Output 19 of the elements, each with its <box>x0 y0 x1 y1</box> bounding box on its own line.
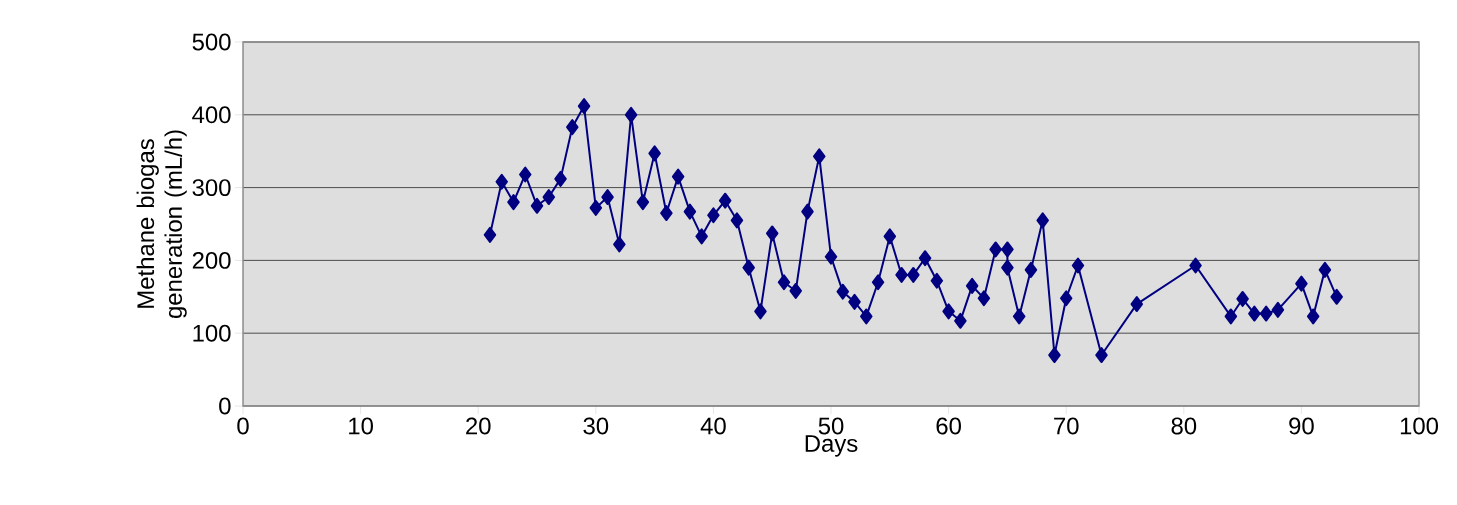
x-axis-title: Days <box>805 435 858 457</box>
y-axis-title: Methane biogas generation (mL/h) <box>136 130 187 319</box>
y-tick-label: 100 <box>193 324 231 342</box>
x-tick-label: 10 <box>349 417 373 435</box>
x-tick-label: 0 <box>237 417 249 435</box>
y-tick-label: 200 <box>192 251 231 269</box>
y-tick-label: 500 <box>192 33 231 51</box>
x-tick-label: 100 <box>1400 417 1439 435</box>
x-tick-label: 50 <box>818 417 844 435</box>
x-tick-label: 20 <box>466 417 491 435</box>
x-tick-label: 60 <box>936 417 961 435</box>
x-tick-label: 90 <box>1289 417 1314 435</box>
x-tick-label: 80 <box>1171 417 1197 435</box>
y-tick-label: 400 <box>192 106 231 124</box>
y-tick-label: 0 <box>219 397 231 415</box>
y-tick-label: 300 <box>192 179 231 197</box>
x-tick-label: 40 <box>700 417 726 435</box>
x-tick-label: 70 <box>1054 417 1079 435</box>
x-tick-label: 30 <box>583 417 609 435</box>
